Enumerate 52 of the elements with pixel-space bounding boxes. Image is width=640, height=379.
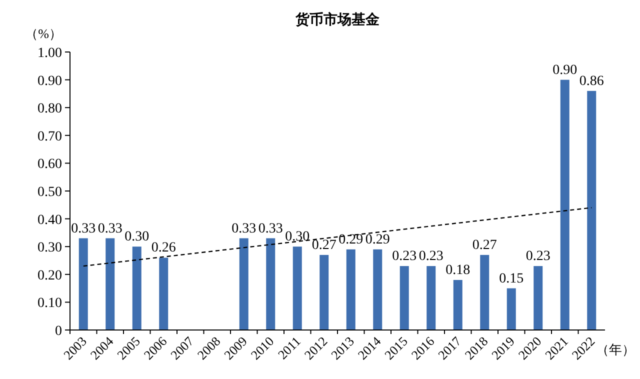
data-label: 0.18: [446, 262, 470, 278]
data-label: 0.23: [418, 249, 444, 264]
data-label: 0.33: [258, 221, 283, 236]
data-label: 0.30: [285, 230, 310, 245]
bar: [587, 90, 596, 330]
data-label: 0.90: [552, 62, 578, 78]
x-axis-title: （年）: [596, 342, 635, 357]
data-label: 0.33: [232, 221, 256, 236]
y-tick-label: 0.10: [38, 296, 62, 312]
data-label: 0.15: [499, 271, 524, 286]
bar: [373, 249, 382, 330]
y-tick-label: 0.80: [38, 102, 62, 117]
bar: [159, 258, 168, 330]
y-tick-label: 1.00: [38, 46, 62, 61]
bar: [560, 80, 570, 330]
data-label: 0.33: [98, 221, 122, 236]
bar: [346, 249, 356, 330]
y-tick-label: 0: [55, 324, 62, 339]
data-label: 0.29: [365, 232, 390, 248]
y-tick-label: 0.90: [38, 74, 62, 89]
y-tick-label: 0.30: [38, 240, 62, 256]
bar: [534, 266, 543, 330]
bar: [266, 238, 276, 330]
bar: [320, 254, 329, 330]
y-axis-title: （%）: [25, 26, 62, 41]
bar: [132, 246, 142, 330]
bar: [426, 266, 436, 330]
data-label: 0.86: [579, 74, 604, 89]
bar: [400, 266, 409, 330]
y-tick-label: 0.20: [38, 268, 62, 284]
bar: [78, 238, 88, 330]
data-label: 0.23: [526, 249, 550, 264]
x-tick-label: 2021: [542, 334, 571, 363]
chart-title: 货币市场基金: [294, 11, 380, 28]
y-tick-label: 0.60: [38, 157, 62, 172]
data-label: 0.33: [71, 221, 96, 236]
y-tick-label: 0.50: [38, 185, 62, 200]
data-label: 0.30: [124, 230, 150, 245]
bar: [506, 288, 516, 330]
data-label: 0.29: [338, 232, 364, 248]
bar: [292, 246, 302, 330]
y-tick-label: 0.70: [38, 129, 62, 144]
bar: [106, 238, 115, 330]
data-label: 0.26: [151, 240, 176, 256]
bar: [239, 238, 248, 330]
data-label: 0.27: [312, 238, 336, 253]
bar: [453, 280, 462, 330]
bar: [480, 254, 490, 330]
y-tick-label: 0.40: [38, 212, 62, 228]
data-label: 0.23: [392, 249, 417, 264]
x-tick-label: 2011: [274, 334, 304, 362]
data-label: 0.27: [472, 238, 497, 253]
